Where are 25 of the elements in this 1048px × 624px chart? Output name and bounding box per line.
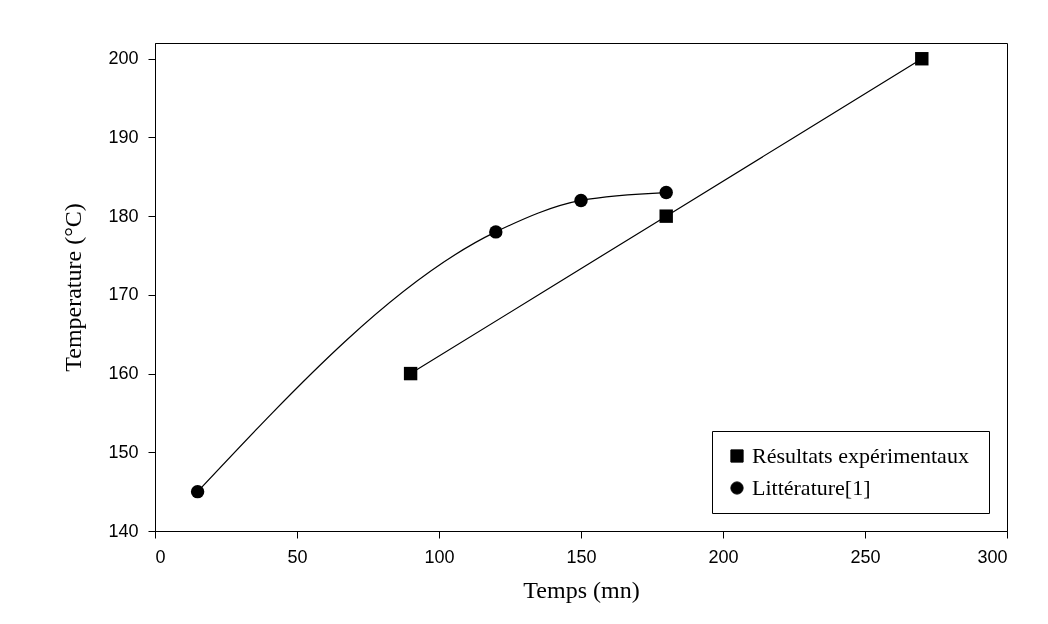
point — [915, 52, 929, 66]
x-axis-title: Temps (mn) — [523, 576, 640, 603]
legend-label: Résultats expérimentaux — [752, 443, 969, 468]
point — [190, 484, 205, 499]
x-tick-label: 200 — [708, 546, 739, 567]
y-tick-label: 190 — [108, 126, 139, 147]
y-tick-label: 150 — [108, 441, 139, 462]
point — [574, 193, 588, 208]
y-tick-label: 160 — [108, 363, 139, 384]
point — [659, 209, 673, 223]
x-tick-label: 100 — [424, 546, 455, 567]
x-tick-label: 150 — [566, 546, 597, 567]
y-tick-label: 180 — [108, 205, 139, 226]
x-tick-label: 300 — [977, 546, 1008, 567]
x-tick-label: 50 — [287, 546, 308, 567]
y-tick-label: 200 — [108, 48, 139, 69]
y-tick-label: 170 — [108, 284, 139, 305]
point — [489, 225, 503, 239]
y-tick-label: 140 — [108, 520, 139, 541]
legend-label: Littérature[1] — [752, 475, 871, 500]
point — [403, 366, 418, 381]
y-axis-title: Temperature (°C) — [60, 203, 87, 372]
x-tick-label: 0 — [155, 546, 166, 567]
x-tick-label: 250 — [850, 546, 881, 567]
point — [659, 185, 673, 200]
